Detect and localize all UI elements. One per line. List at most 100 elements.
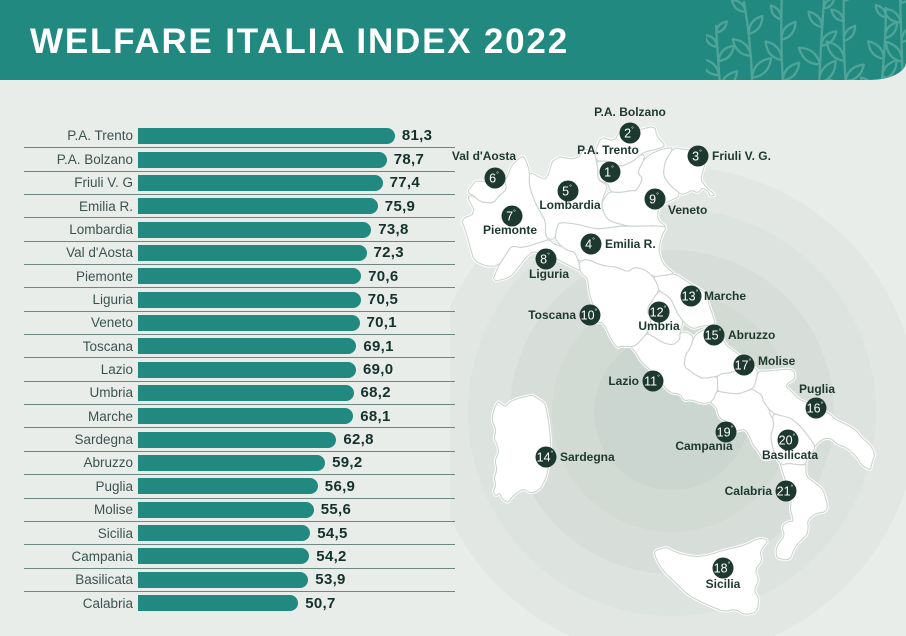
bar-chart: P.A. Trento 81,3 P.A. Bolzano 78,7 Friuli V.… [24,124,455,614]
rank-badge [580,233,602,255]
rank-number: 20° [779,433,796,448]
category-label: Toscana [82,338,133,354]
value-bar [138,244,367,261]
category-label: Marche [87,408,133,424]
value-bar [138,314,360,331]
value-bar [138,431,337,448]
region-label: Lombardia [539,198,601,212]
value-bar [138,595,299,612]
value-label: 56,9 [324,477,356,495]
chart-row: Piemonte 70,6 [24,264,455,287]
rank-badge [501,205,523,227]
rank-badge [805,397,827,419]
category-label: Basilicata [75,572,133,588]
value-label: 50,7 [305,594,336,612]
category-label: Campania [71,548,133,564]
region-label: Veneto [668,203,707,217]
rank-number: 17° [735,358,752,373]
rank-number: 5° [562,184,572,199]
region-label: Liguria [529,267,569,281]
region-label: Puglia [799,382,835,396]
region-label: Lazio [608,374,639,388]
category-label: Piemonte [75,268,133,284]
rank-badge [680,285,702,307]
value-bar [138,454,326,471]
rank-number: 21° [777,484,794,499]
chart-row: Marche 68,1 [24,404,455,427]
chart-row: Val d'Aosta 72,3 [24,240,455,264]
region-label: Campania [675,439,733,453]
value-bar [138,151,387,168]
chart-row: Liguria 70,5 [24,287,455,310]
value-label: 73,8 [378,221,409,239]
category-label: Puglia [95,478,133,494]
rank-number: 18° [714,561,731,576]
rank-badge [535,446,557,468]
chart-row: Friuli V. G 77,4 [24,170,455,194]
rank-badge [599,161,621,183]
region-label: Sicilia [706,577,741,591]
rank-badge [712,557,734,579]
region-label: Toscana [528,308,576,322]
region-label: Umbria [638,319,680,333]
region-shape-puglia [751,368,875,470]
chart-row: Sicilia 54,5 [24,520,455,544]
region-label: Marche [704,289,746,303]
value-label: 70,5 [367,291,399,309]
rank-number: 2° [624,126,634,141]
rank-badge [733,354,755,376]
value-label: 54,5 [317,524,348,542]
category-label: Friuli V. G [74,175,133,191]
value-label: 69,1 [363,337,394,355]
value-label: 81,3 [401,127,433,145]
value-bar [138,361,356,378]
region-shape-abruzzo [683,325,746,379]
value-bar [138,291,361,308]
rank-number: 1° [604,165,614,180]
rank-number: 8° [540,252,550,267]
category-label: Sardegna [74,432,133,448]
page-title: WELFARE ITALIA INDEX 2022 [30,22,569,61]
value-label: 75,9 [384,197,416,215]
value-bar [138,338,357,355]
chart-row: Toscana 69,1 [24,334,455,357]
value-label: 70,1 [366,314,397,332]
value-bar [138,501,314,518]
rank-badge [644,188,666,210]
rank-badge [535,248,557,270]
region-shape-sicilia [653,537,768,615]
category-label: Sicilia [97,525,133,541]
rank-number: 3° [692,149,702,164]
chart-row: Lazio 69,0 [24,357,455,380]
rank-number: 16° [807,401,824,416]
rank-number: 6° [489,171,499,186]
value-label: 62,8 [343,431,374,449]
chart-row: Lombardia 73,8 [24,217,455,240]
value-bar [138,478,318,495]
region-label: Friuli V. G. [712,149,771,163]
header-banner: WELFARE ITALIA INDEX 2022 [0,0,906,80]
category-label: Liguria [92,292,133,308]
rank-number: 10° [581,308,598,323]
region-label: P.A. Trento [577,143,639,157]
category-label: P.A. Trento [67,128,133,144]
value-label: 53,9 [315,571,346,589]
category-label: Lombardia [69,222,133,238]
chart-row: Molise 55,6 [24,497,455,521]
rank-badge [715,421,737,443]
rank-number: 14° [537,450,554,465]
rank-badge [648,301,670,323]
leaf-ornament-icon [706,0,906,80]
value-bar [138,198,378,215]
value-label: 54,2 [316,547,347,565]
rank-badge [557,180,579,202]
map-markers: 1° P.A. Trento 2° P.A. Bolzano 3° Friuli V. G… [452,105,835,591]
value-label: 77,4 [389,174,420,192]
value-bar [138,221,372,238]
value-bar [138,525,311,542]
region-label: Molise [758,354,796,368]
region-shape-sardegna [491,394,552,503]
chart-row: Campania 54,2 [24,544,455,567]
chart-row: Umbria 68,2 [24,380,455,404]
rank-badge [619,122,641,144]
